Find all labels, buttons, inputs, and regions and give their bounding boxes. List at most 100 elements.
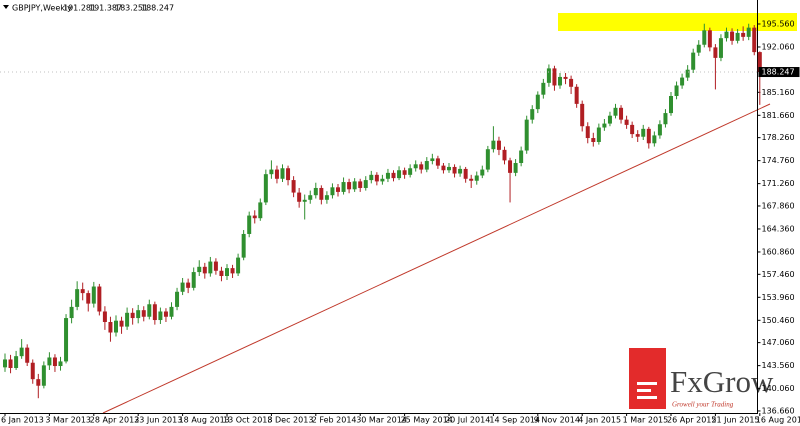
candle-body xyxy=(680,77,685,86)
candle-body xyxy=(363,180,368,188)
y-tick-label: 171.260 xyxy=(762,179,795,188)
x-tick-label: 30 Mar 2014 xyxy=(356,416,407,425)
candle-body xyxy=(624,119,629,125)
candle-body xyxy=(336,187,340,192)
candle-body xyxy=(236,257,241,274)
candle-body xyxy=(263,174,268,203)
candle-body xyxy=(724,31,729,39)
candle-body xyxy=(452,166,457,174)
logo-stripe xyxy=(637,389,651,392)
candle-body xyxy=(652,135,657,144)
symbol-label: GBPJPY,Weekly xyxy=(12,4,72,13)
candle-body xyxy=(114,320,118,333)
candle-body xyxy=(397,170,402,179)
candle-body xyxy=(508,160,513,173)
candle-body xyxy=(646,128,651,144)
candle-body xyxy=(180,282,185,292)
candle-body xyxy=(546,68,551,83)
candle-body xyxy=(558,76,562,86)
candle-body xyxy=(197,266,202,273)
candle-body xyxy=(52,357,57,367)
candle-body xyxy=(175,291,180,307)
candle-body xyxy=(569,78,574,87)
y-tick-label: 136.660 xyxy=(762,406,795,415)
candle-body xyxy=(530,109,535,120)
candle-body xyxy=(585,126,590,139)
candle-body xyxy=(424,161,429,170)
candle-body xyxy=(202,266,207,274)
logo-stripe xyxy=(637,396,657,399)
candle-body xyxy=(297,192,302,202)
y-tick-label: 192.060 xyxy=(762,42,795,51)
candle-body xyxy=(541,82,546,95)
candle-body xyxy=(14,356,19,368)
candle-body xyxy=(213,261,218,271)
candle-body xyxy=(8,359,13,368)
candle-body xyxy=(380,178,385,182)
candle-body xyxy=(635,134,640,137)
candle-body xyxy=(141,310,146,317)
candle-body xyxy=(280,168,285,179)
candle-body xyxy=(696,44,701,53)
candle-body xyxy=(230,268,235,274)
x-tick-label: 23 Jun 2013 xyxy=(134,416,182,425)
candle-body xyxy=(25,347,30,363)
candle-body xyxy=(619,107,624,120)
header: GBPJPY,Weekly 191.281 191.387 183.251 18… xyxy=(3,4,174,13)
candle-body xyxy=(513,163,518,173)
candle-body xyxy=(274,169,279,179)
candle-body xyxy=(480,169,485,176)
candle-body xyxy=(125,312,130,327)
candle-body xyxy=(441,165,446,171)
candle-body xyxy=(347,182,352,190)
candle-body xyxy=(313,187,318,196)
candle-body xyxy=(152,304,157,321)
resistance-zone xyxy=(558,13,797,31)
candle-body xyxy=(469,178,474,181)
candle-body xyxy=(574,86,579,104)
logo-tagline: Growell your Trading xyxy=(672,401,734,409)
candle-body xyxy=(219,270,224,277)
candle-body xyxy=(163,311,168,317)
candle-body xyxy=(391,172,396,179)
logo: FxGrow Growell your Trading xyxy=(629,348,774,409)
candle-body xyxy=(685,69,690,78)
candle-body xyxy=(385,172,390,179)
current-price-label: 188.247 xyxy=(762,68,795,77)
candle-body xyxy=(258,202,263,219)
x-tick-label: 28 Apr 2013 xyxy=(90,416,139,425)
candle-body xyxy=(341,182,346,192)
candle-body xyxy=(102,311,107,323)
candle-body xyxy=(319,187,324,200)
logo-text: FxGrow xyxy=(670,364,774,399)
y-tick-label: 147.060 xyxy=(762,338,795,347)
candle-body xyxy=(630,124,635,135)
candle-body xyxy=(657,124,662,136)
candle-body xyxy=(241,233,246,258)
candle-body xyxy=(718,38,723,58)
y-tick-label: 181.660 xyxy=(762,111,795,120)
logo-stripe xyxy=(637,382,657,385)
candle-body xyxy=(308,195,313,200)
candle-body xyxy=(97,286,102,312)
candle-body xyxy=(730,31,735,41)
x-tick-label: 25 May 2014 xyxy=(401,416,453,425)
candle-body xyxy=(663,113,668,125)
candle-body xyxy=(302,199,307,202)
header-open: 191.281 xyxy=(63,4,96,13)
candle-body xyxy=(108,322,113,333)
y-tick-label: 143.560 xyxy=(762,361,795,370)
candle-body xyxy=(613,107,618,116)
candle-body xyxy=(58,361,63,367)
candle-body xyxy=(707,30,712,48)
y-tick-label: 195.560 xyxy=(762,19,795,28)
x-tick-label: 3 Mar 2013 xyxy=(45,416,91,425)
candle-body xyxy=(130,312,135,319)
candle-body xyxy=(519,150,524,164)
x-tick-label: 4 Jan 2015 xyxy=(578,416,621,425)
candle-body xyxy=(735,32,740,41)
candle-body xyxy=(641,128,646,137)
trend-line xyxy=(102,103,771,414)
x-tick-label: 9 Nov 2014 xyxy=(534,416,580,425)
candle-body xyxy=(402,170,407,175)
